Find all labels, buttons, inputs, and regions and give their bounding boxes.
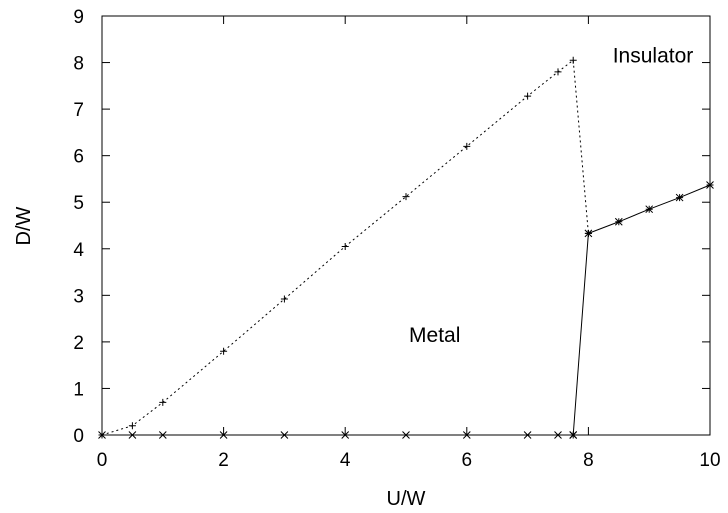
series-0	[98, 56, 592, 439]
data-point	[158, 431, 167, 439]
y-tick-label: 1	[73, 379, 84, 400]
annotation-insulator: Insulator	[613, 45, 694, 68]
series-1	[569, 181, 714, 439]
data-point	[280, 295, 288, 303]
y-tick-label: 9	[73, 7, 84, 28]
y-tick-label: 8	[73, 54, 84, 75]
y-tick-label: 6	[73, 147, 84, 168]
y-tick-label: 2	[73, 333, 84, 354]
annotation-metal: Metal	[409, 324, 460, 347]
data-point	[523, 431, 532, 439]
x-tick-label: 0	[97, 450, 108, 471]
data-point	[128, 422, 136, 430]
data-point	[128, 431, 137, 439]
x-tick-label: 10	[699, 450, 720, 471]
data-point	[524, 92, 532, 100]
data-point	[645, 205, 654, 214]
y-tick-label: 4	[73, 240, 84, 261]
axis-ticks: 0 2 4 6 8 10 0 1 2 3 4 5 6 7 8 9	[73, 7, 720, 471]
data-point	[402, 431, 410, 439]
x-tick-label: 8	[583, 450, 594, 471]
data-point	[554, 68, 562, 76]
data-point	[280, 431, 289, 439]
x-tick-label: 4	[340, 450, 351, 471]
data-point	[220, 347, 228, 355]
y-tick-label: 3	[73, 286, 84, 307]
series-2	[98, 431, 578, 439]
data-point	[675, 193, 684, 202]
series-line	[572, 184, 711, 436]
y-tick-label: 7	[73, 100, 84, 121]
series-layer	[98, 56, 714, 439]
data-point	[569, 56, 577, 64]
data-point	[159, 398, 167, 406]
y-tick-label: 5	[73, 193, 84, 214]
data-point	[462, 431, 471, 439]
data-point	[614, 217, 623, 226]
plot-frame	[101, 15, 711, 436]
data-point	[402, 193, 410, 201]
data-point	[569, 431, 578, 439]
annotation-layer: Insulator Metal	[409, 45, 693, 347]
data-point	[463, 142, 471, 150]
y-tick-label: 0	[73, 426, 84, 447]
data-point	[219, 431, 228, 439]
x-axis-label: U/W	[387, 488, 426, 510]
data-point	[554, 431, 562, 439]
data-point	[706, 181, 714, 189]
data-point	[341, 242, 349, 250]
y-axis-label: D/W	[13, 206, 35, 245]
data-point	[341, 431, 350, 439]
data-point	[584, 229, 593, 238]
x-tick-label: 2	[218, 450, 229, 471]
x-tick-label: 6	[462, 450, 473, 471]
data-point	[98, 431, 106, 439]
